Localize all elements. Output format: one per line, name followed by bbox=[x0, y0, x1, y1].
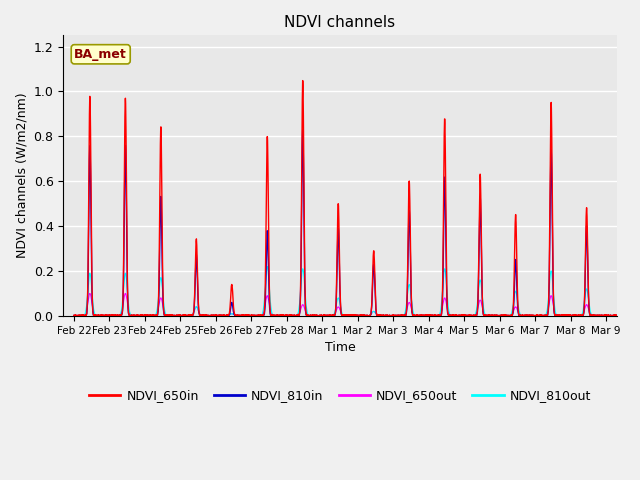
Title: NDVI channels: NDVI channels bbox=[284, 15, 396, 30]
Legend: NDVI_650in, NDVI_810in, NDVI_650out, NDVI_810out: NDVI_650in, NDVI_810in, NDVI_650out, NDV… bbox=[84, 384, 596, 407]
Text: BA_met: BA_met bbox=[74, 48, 127, 61]
Y-axis label: NDVI channels (W/m2/nm): NDVI channels (W/m2/nm) bbox=[15, 93, 28, 259]
X-axis label: Time: Time bbox=[324, 341, 355, 354]
